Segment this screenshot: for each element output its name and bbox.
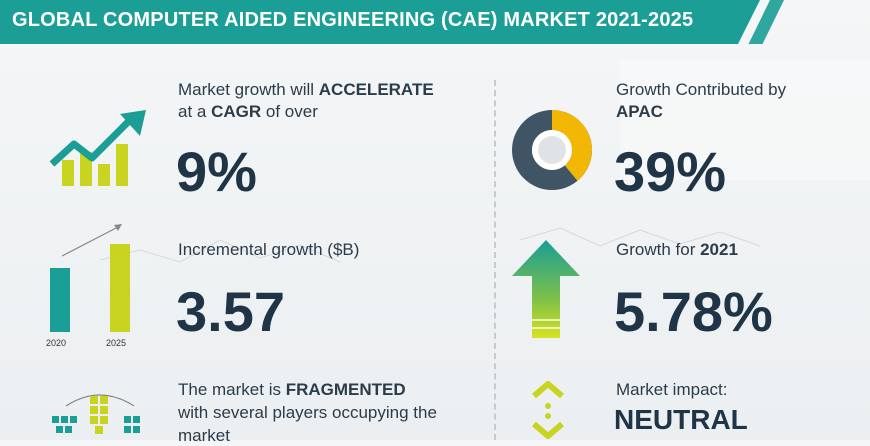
year-start-label: 2020 xyxy=(46,338,66,348)
vendor-fragmented: FRAGMENTED xyxy=(285,380,406,399)
growth-line2-prefix: at a xyxy=(178,102,212,121)
incremental-value: 3.57 xyxy=(176,280,285,343)
up-arrow-icon xyxy=(512,240,580,338)
growth-line1-prefix: Market growth will xyxy=(178,80,319,99)
apac-share-arc xyxy=(551,110,592,181)
yoy-label-prefix: Growth for xyxy=(616,240,701,259)
network-icon xyxy=(52,394,140,434)
region-text-line1: Growth Contributed by xyxy=(616,80,787,99)
growth-cagr: CAGR xyxy=(211,102,262,121)
column-divider xyxy=(494,80,496,440)
vendor-text-line2: with several players occupying the xyxy=(178,403,437,422)
vendor-text-line3: market xyxy=(178,426,230,445)
vendor-line1-prefix: The market is xyxy=(178,380,286,399)
yoy-label: Growth for 2021 xyxy=(616,240,738,260)
yoy-value: 5.78% xyxy=(614,280,773,343)
yoy-year: 2021 xyxy=(700,240,738,259)
growth-accelerate: ACCELERATE xyxy=(318,80,434,99)
header-banner xyxy=(0,0,760,44)
cagr-value: 9% xyxy=(176,140,257,203)
bar-growth-icon: 2020 2025 xyxy=(46,224,130,348)
impact-label: Market impact: xyxy=(616,380,728,399)
neutral-arrows-icon xyxy=(532,381,564,439)
growth-arrow-icon xyxy=(49,110,146,186)
region-value: 39% xyxy=(614,140,727,203)
growth-line2-suffix: of over xyxy=(261,102,318,121)
impact-value: NEUTRAL xyxy=(614,404,748,435)
incremental-label: Incremental growth ($B) xyxy=(178,240,360,259)
region-apac: APAC xyxy=(616,102,663,121)
year-end-label: 2025 xyxy=(106,338,126,348)
vendor-text-line1: The market is FRAGMENTED xyxy=(178,380,406,400)
page-title: GLOBAL COMPUTER AIDED ENGINEERING (CAE) … xyxy=(12,9,694,31)
growth-text-line2: at a CAGR of over xyxy=(178,102,318,122)
region-text-line2: APAC xyxy=(616,102,663,122)
donut-icon xyxy=(512,110,592,190)
growth-text-line1: Market growth will ACCELERATE xyxy=(178,80,434,100)
